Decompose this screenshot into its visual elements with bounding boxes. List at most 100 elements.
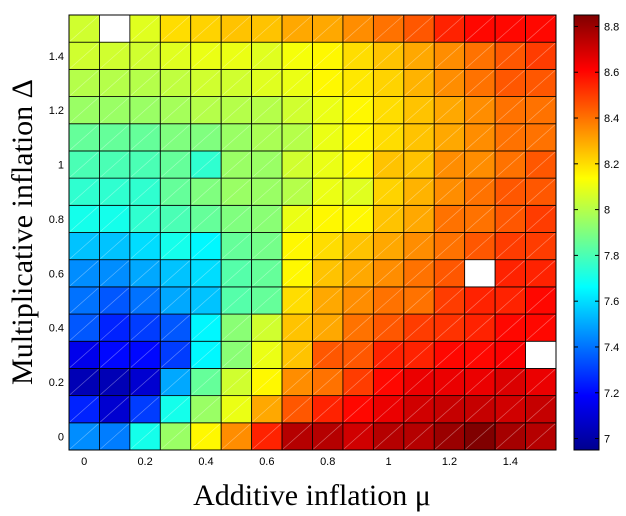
cell-diagonal <box>495 15 525 42</box>
cell-diagonal <box>435 287 464 314</box>
heatmap-cell <box>251 395 283 424</box>
heatmap-cell <box>464 177 496 206</box>
cell-diagonal <box>69 369 99 395</box>
heatmap-cell <box>525 123 557 152</box>
cell-diagonal <box>252 70 282 96</box>
cell-diagonal <box>526 369 556 395</box>
cell-diagonal <box>221 15 251 42</box>
cell-diagonal <box>252 260 282 287</box>
cell-diagonal <box>526 206 556 232</box>
heatmap-cell <box>525 232 557 261</box>
cell-diagonal <box>100 178 130 205</box>
heatmap-cell <box>312 123 344 152</box>
heatmap-cell <box>220 232 253 261</box>
heatmap-cell <box>403 41 435 70</box>
cell-diagonal <box>130 314 160 341</box>
cell-diagonal <box>404 287 434 314</box>
cell-diagonal <box>404 260 434 287</box>
heatmap-cell <box>251 204 283 233</box>
cell-diagonal <box>130 260 160 287</box>
cell-diagonal <box>526 396 556 423</box>
heatmap-cell <box>251 313 283 342</box>
cell-diagonal <box>313 15 343 42</box>
heatmap-cell <box>525 41 557 70</box>
heatmap-cell <box>372 150 405 179</box>
cell-diagonal <box>161 233 190 259</box>
heatmap-cell <box>99 232 131 261</box>
cell-diagonal <box>191 178 221 205</box>
heatmap-cell <box>99 422 131 451</box>
colorbar-tick-label: 7 <box>604 434 610 446</box>
x-tick-label: 0.6 <box>259 456 274 468</box>
heatmap-cell <box>159 340 192 369</box>
cell-diagonal <box>343 15 373 42</box>
heatmap-cell <box>433 368 466 397</box>
heatmap-cell <box>464 96 496 125</box>
cell-diagonal <box>100 206 130 232</box>
cell-diagonal <box>100 314 130 341</box>
cell-diagonal <box>313 124 343 151</box>
cell-diagonal <box>221 206 251 232</box>
cell-diagonal <box>404 151 434 178</box>
heatmap-cell <box>129 286 161 315</box>
heatmap-cell <box>68 259 100 288</box>
cell-diagonal <box>100 151 130 178</box>
cell-diagonal <box>404 341 434 368</box>
cell-diagonal <box>282 178 312 205</box>
cell-diagonal <box>282 396 312 423</box>
heatmap-cell <box>312 204 344 233</box>
cell-diagonal <box>130 178 160 205</box>
cell-diagonal <box>313 287 343 314</box>
cell-diagonal <box>374 178 404 205</box>
heatmap-cells <box>68 14 557 451</box>
cell-diagonal <box>374 369 404 395</box>
cell-diagonal <box>191 260 221 287</box>
heatmap-cell <box>68 313 100 342</box>
cell-diagonal <box>343 42 373 69</box>
cell-diagonal <box>435 151 464 178</box>
cell-diagonal <box>435 70 464 96</box>
heatmap-cell <box>129 422 161 451</box>
heatmap-cell <box>99 14 131 43</box>
heatmap-cell <box>190 286 222 315</box>
heatmap-cell <box>342 395 374 424</box>
heatmap-cell <box>99 395 131 424</box>
heatmap-cell <box>494 150 526 179</box>
cell-diagonal <box>374 287 404 314</box>
cell-diagonal <box>465 233 495 259</box>
heatmap-cell <box>494 368 526 397</box>
cell-diagonal <box>191 233 221 259</box>
cell-diagonal <box>313 396 343 423</box>
heatmap-cell <box>129 313 161 342</box>
cell-diagonal <box>465 206 495 232</box>
cell-diagonal <box>465 314 495 341</box>
x-axis-title: Additive inflation μ <box>193 479 431 512</box>
heatmap-cell <box>99 368 131 397</box>
cell-diagonal <box>313 369 343 395</box>
cell-diagonal <box>282 151 312 178</box>
cell-diagonal <box>130 97 160 124</box>
cell-diagonal <box>374 42 404 69</box>
cell-diagonal <box>465 423 495 450</box>
heatmap-cell <box>68 150 100 179</box>
heatmap-cell <box>342 313 374 342</box>
cell-diagonal <box>191 341 221 368</box>
cell-diagonal <box>130 124 160 151</box>
heatmap-cell <box>464 150 496 179</box>
cell-diagonal <box>161 151 190 178</box>
heatmap-cell <box>129 259 161 288</box>
cell-diagonal <box>221 314 251 341</box>
cell-diagonal <box>161 178 190 205</box>
heatmap-cell <box>99 259 131 288</box>
cell-diagonal <box>404 97 434 124</box>
cell-diagonal <box>161 369 190 395</box>
heatmap-cell <box>494 123 526 152</box>
heatmap-cell <box>99 96 131 125</box>
cell-diagonal <box>435 206 464 232</box>
heatmap-cell <box>220 340 253 369</box>
cell-diagonal <box>343 178 373 205</box>
cell-diagonal <box>191 314 221 341</box>
cell-diagonal <box>343 97 373 124</box>
cell-diagonal <box>343 124 373 151</box>
heatmap-cell <box>464 313 496 342</box>
